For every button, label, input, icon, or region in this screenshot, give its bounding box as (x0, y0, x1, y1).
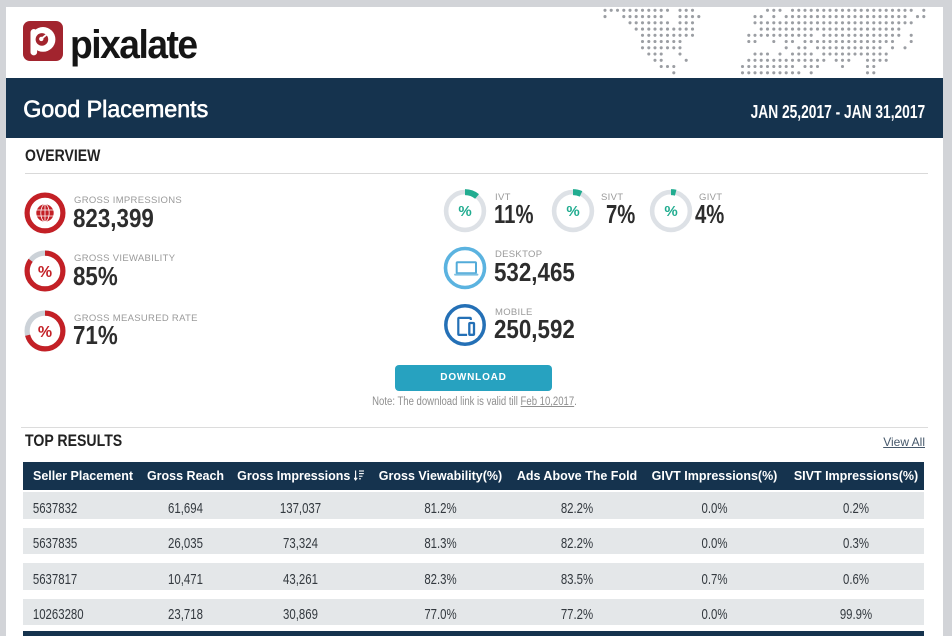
svg-text:%: % (566, 204, 579, 221)
svg-text:%: % (664, 204, 677, 221)
svg-text:%: % (38, 324, 52, 341)
svg-text:%: % (459, 204, 472, 221)
svg-text:%: % (38, 264, 52, 281)
